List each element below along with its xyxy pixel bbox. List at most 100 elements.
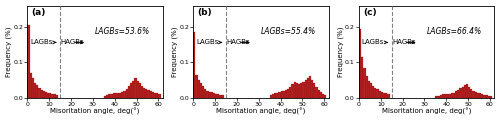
Bar <box>490 96 492 98</box>
Bar <box>474 92 477 98</box>
Bar <box>370 83 372 98</box>
Bar <box>472 91 474 98</box>
Bar <box>115 93 117 98</box>
Bar <box>442 95 444 98</box>
Bar <box>272 94 274 98</box>
Bar <box>318 90 320 98</box>
Text: (b): (b) <box>198 8 212 17</box>
Bar <box>139 83 141 98</box>
Bar <box>206 91 208 98</box>
Bar <box>289 87 292 98</box>
Bar <box>366 76 368 98</box>
Text: HAGBs: HAGBs <box>60 39 84 45</box>
Bar <box>117 93 119 98</box>
Bar <box>146 89 148 98</box>
Bar <box>198 80 200 98</box>
Bar <box>368 81 370 98</box>
Bar <box>298 84 300 98</box>
Bar <box>50 93 51 98</box>
Bar <box>130 83 132 98</box>
Bar <box>488 96 490 98</box>
Bar <box>36 85 38 98</box>
X-axis label: Misoritation angle, deg(°): Misoritation angle, deg(°) <box>382 108 472 115</box>
Bar <box>202 86 204 98</box>
Text: LAGBs=53.6%: LAGBs=53.6% <box>95 27 150 36</box>
Bar <box>124 91 126 98</box>
Bar <box>359 29 361 98</box>
Bar <box>213 93 215 98</box>
Bar <box>448 94 450 98</box>
Bar <box>320 92 322 98</box>
Bar <box>470 89 472 98</box>
Bar <box>361 57 364 98</box>
Bar <box>444 94 446 98</box>
Bar <box>324 95 326 98</box>
Bar <box>306 78 309 98</box>
Bar <box>141 86 143 98</box>
Text: LAGBs: LAGBs <box>196 39 222 45</box>
Bar <box>304 80 306 98</box>
Y-axis label: Frequency (%): Frequency (%) <box>337 26 344 77</box>
Bar <box>32 78 34 98</box>
Bar <box>106 95 108 98</box>
Bar <box>215 94 217 98</box>
Bar <box>208 92 210 98</box>
Bar <box>455 91 457 98</box>
Text: LAGBs=66.4%: LAGBs=66.4% <box>426 27 482 36</box>
Bar <box>309 76 311 98</box>
Bar <box>438 96 440 98</box>
Bar <box>56 95 58 98</box>
Text: HAGBs: HAGBs <box>392 39 415 45</box>
Bar <box>136 81 139 98</box>
Bar <box>300 83 302 98</box>
Bar <box>468 87 470 98</box>
Bar <box>446 94 448 98</box>
Bar <box>158 94 160 98</box>
Bar <box>40 90 43 98</box>
Bar <box>270 95 272 98</box>
Bar <box>126 89 128 98</box>
Bar <box>466 84 468 98</box>
Bar <box>119 93 122 98</box>
Bar <box>311 80 313 98</box>
Bar <box>128 86 130 98</box>
Bar <box>193 32 196 98</box>
Bar <box>152 92 154 98</box>
Bar <box>200 83 202 98</box>
Bar <box>292 84 294 98</box>
Text: LAGBs: LAGBs <box>30 39 56 45</box>
Bar <box>104 96 106 98</box>
Bar <box>222 95 224 98</box>
Bar <box>287 89 289 98</box>
Bar <box>217 95 220 98</box>
Text: LAGBs=55.4%: LAGBs=55.4% <box>261 27 316 36</box>
Text: (a): (a) <box>32 8 46 17</box>
Bar <box>148 90 150 98</box>
Bar <box>156 93 158 98</box>
Bar <box>282 91 285 98</box>
Bar <box>54 95 56 98</box>
Bar <box>440 95 442 98</box>
Bar <box>316 87 318 98</box>
Bar <box>481 94 484 98</box>
Bar <box>196 75 198 98</box>
Bar <box>204 89 206 98</box>
Bar <box>52 94 54 98</box>
Text: LAGBs: LAGBs <box>362 39 387 45</box>
Bar <box>274 93 276 98</box>
Bar <box>220 95 222 98</box>
Bar <box>479 93 481 98</box>
Bar <box>285 90 287 98</box>
Bar <box>464 85 466 98</box>
Bar <box>143 88 146 98</box>
Bar <box>477 93 479 98</box>
Bar <box>302 82 304 98</box>
Text: (c): (c) <box>363 8 376 17</box>
Bar <box>378 91 381 98</box>
Bar <box>381 92 383 98</box>
Bar <box>34 83 36 98</box>
X-axis label: Misoritation angle, deg(°): Misoritation angle, deg(°) <box>216 108 306 115</box>
Bar <box>462 87 464 98</box>
Bar <box>313 83 316 98</box>
Bar <box>110 94 112 98</box>
